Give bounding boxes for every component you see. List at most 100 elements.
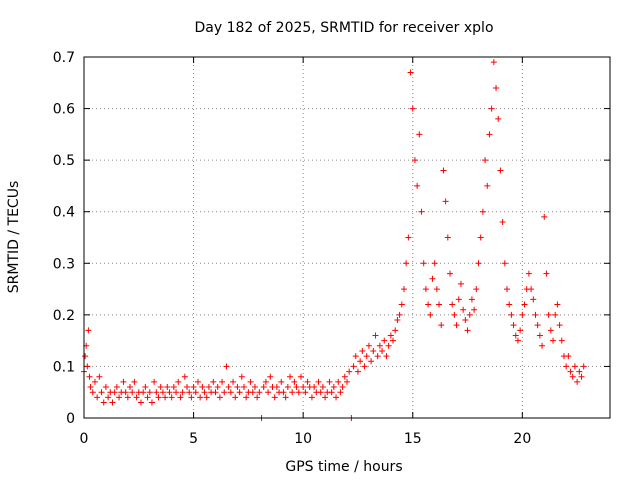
data-point: [525, 270, 532, 277]
data-point: [455, 296, 462, 303]
y-tick-label: 0: [66, 411, 75, 427]
data-point: [216, 394, 223, 401]
data-point: [339, 384, 346, 391]
data-point: [173, 389, 180, 396]
data-point: [422, 286, 429, 293]
data-point: [262, 378, 269, 385]
data-point: [451, 311, 458, 318]
data-point: [260, 384, 267, 391]
y-tick-label: 0.7: [53, 50, 75, 66]
data-point: [256, 389, 263, 396]
data-point: [418, 208, 425, 215]
data-point: [85, 327, 92, 334]
data-point: [493, 84, 500, 91]
data-point: [471, 306, 478, 313]
data-point: [510, 322, 517, 329]
data-point: [387, 332, 394, 339]
data-point: [429, 275, 436, 282]
data-point: [400, 286, 407, 293]
data-point: [190, 384, 197, 391]
data-point: [541, 213, 548, 220]
data-point: [82, 353, 89, 360]
data-point: [166, 389, 173, 396]
data-point: [297, 373, 304, 380]
data-point: [140, 389, 147, 396]
data-point: [203, 394, 210, 401]
data-point: [462, 317, 469, 324]
data-point: [240, 384, 247, 391]
data-point: [506, 301, 513, 308]
x-tick-label: 20: [513, 431, 531, 447]
data-point: [330, 384, 337, 391]
data-point: [488, 105, 495, 112]
plot-frame: [83, 56, 611, 419]
data-point: [466, 311, 473, 318]
data-point: [116, 394, 123, 401]
data-point: [376, 342, 383, 349]
x-axis-label: GPS time / hours: [285, 459, 402, 475]
data-point: [188, 394, 195, 401]
data-point: [365, 342, 372, 349]
data-point: [444, 234, 451, 241]
data-point: [363, 353, 370, 360]
data-point: [414, 182, 421, 189]
data-point: [390, 337, 397, 344]
data-point: [385, 342, 392, 349]
x-tick-label: 0: [80, 431, 89, 447]
data-point: [344, 378, 350, 385]
data-point: [558, 337, 565, 344]
data-point: [129, 389, 136, 396]
data-point: [282, 394, 289, 401]
data-point: [431, 260, 438, 267]
data-point: [153, 389, 160, 396]
data-point: [155, 394, 162, 401]
data-point: [440, 167, 447, 174]
data-point: [372, 332, 379, 339]
data-point: [346, 368, 353, 375]
data-point: [186, 389, 193, 396]
data-point: [127, 384, 134, 391]
data-point: [517, 327, 524, 334]
data-point: [302, 389, 309, 396]
data-point: [326, 378, 333, 385]
data-point: [151, 378, 158, 385]
x-tick-label: 5: [189, 431, 198, 447]
data-point: [96, 373, 103, 380]
data-point: [295, 389, 302, 396]
data-point: [273, 384, 280, 391]
data-point: [205, 384, 212, 391]
data-point: [552, 311, 559, 318]
data-point: [352, 353, 359, 360]
data-point: [532, 311, 539, 318]
data-point: [322, 394, 329, 401]
data-point: [486, 131, 493, 138]
data-point: [100, 399, 107, 406]
data-point: [359, 347, 366, 354]
data-point: [571, 363, 578, 370]
data-point: [477, 234, 484, 241]
data-point: [164, 384, 171, 391]
data-point: [503, 286, 510, 293]
data-point: [547, 327, 554, 334]
data-point: [254, 394, 261, 401]
data-point: [148, 399, 155, 406]
data-point: [319, 384, 326, 391]
data-point: [416, 131, 423, 138]
data-point: [238, 373, 245, 380]
data-point: [317, 389, 324, 396]
data-point: [124, 394, 131, 401]
data-point: [225, 384, 232, 391]
data-point: [578, 373, 585, 380]
data-point: [287, 373, 294, 380]
data-point: [181, 373, 188, 380]
data-point: [411, 157, 418, 164]
data-point: [341, 373, 348, 380]
data-point: [405, 234, 412, 241]
data-point: [420, 260, 427, 267]
y-tick-label: 0.2: [53, 308, 75, 324]
data-point: [545, 311, 552, 318]
data-point: [468, 296, 475, 303]
data-point: [142, 384, 149, 391]
data-point: [490, 59, 497, 66]
